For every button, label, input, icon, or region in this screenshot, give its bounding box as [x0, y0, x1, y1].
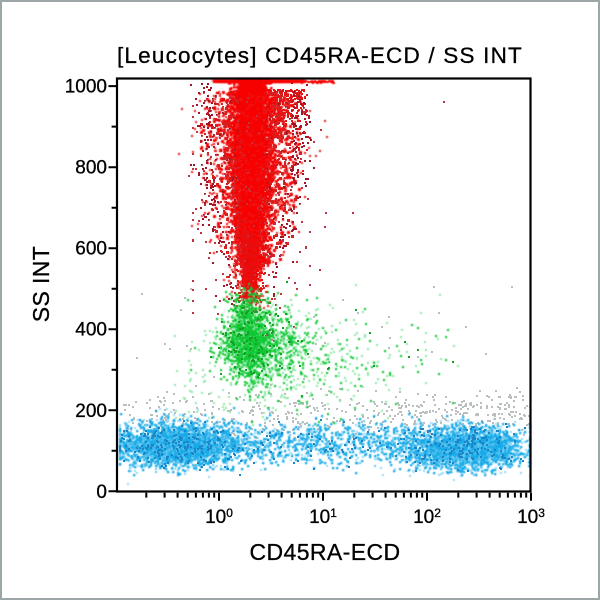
svg-text:800: 800 [75, 158, 107, 179]
svg-text:SS INT: SS INT [28, 246, 54, 323]
svg-text:CD45RA-ECD: CD45RA-ECD [250, 539, 401, 565]
svg-text:1000: 1000 [65, 77, 107, 98]
svg-text:0: 0 [96, 482, 107, 503]
svg-text:400: 400 [75, 320, 107, 341]
svg-text:103: 103 [517, 506, 545, 528]
svg-text:200: 200 [75, 401, 107, 422]
svg-text:600: 600 [75, 239, 107, 260]
svg-text:[Leucocytes] CD45RA-ECD / SS I: [Leucocytes] CD45RA-ECD / SS INT [117, 43, 523, 68]
